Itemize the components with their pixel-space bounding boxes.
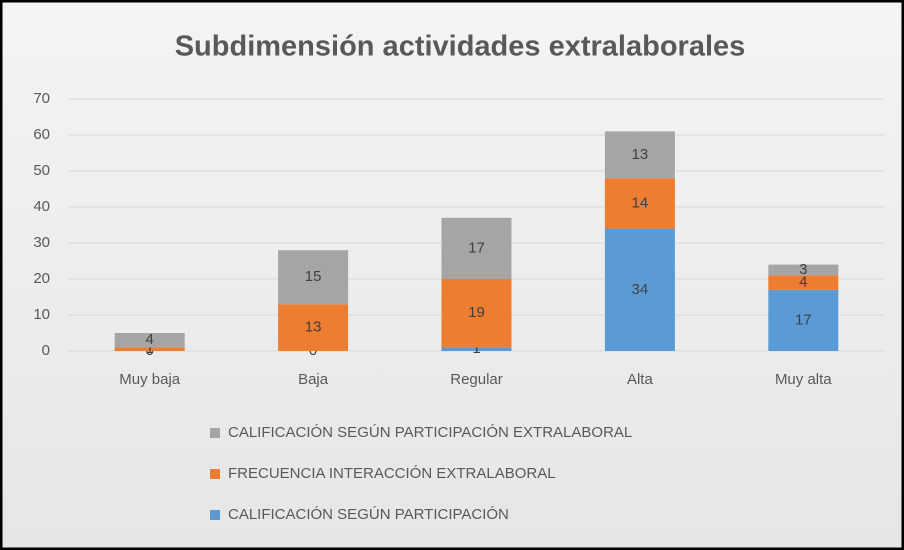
bar-segment [114,347,185,351]
y-tick-label: 0 [42,342,50,359]
legend-swatch [210,428,220,438]
y-tick-label: 40 [33,198,50,215]
bar-segment [441,347,512,351]
x-tick-label: Muy baja [119,371,181,388]
data-label: 3 [799,261,807,278]
bar-segment [114,333,185,348]
y-tick-label: 60 [33,126,50,143]
legend-label: CALIFICACIÓN SEGÚN PARTICIPACIÓN [228,506,509,523]
bar-segment [604,228,675,351]
x-tick-label: Muy alta [775,371,832,388]
y-tick-label: 20 [33,270,50,287]
x-tick-label: Regular [450,371,503,388]
legend-swatch [210,469,220,479]
y-tick-label: 30 [33,234,50,251]
data-label: 34 [632,281,649,298]
data-label: 13 [305,319,322,336]
x-tick-label: Baja [298,371,329,388]
bar-segment [604,131,675,179]
x-tick-label: Alta [627,371,654,388]
chart-title: Subdimensión actividades extralaborales [175,31,746,63]
data-label: 1 [146,340,154,357]
legend-label: CALIFICACIÓN SEGÚN PARTICIPACIÓN EXTRALA… [228,424,632,441]
data-label: 17 [795,311,812,328]
bar-segment [278,250,349,305]
y-tick-label: 70 [33,90,50,107]
bar-segment [278,304,349,351]
legend-label: FRECUENCIA INTERACCIÓN EXTRALABORAL [228,465,556,482]
data-label: 14 [632,194,649,211]
data-label: 19 [468,304,485,321]
data-label: 13 [632,146,649,163]
bar-segment [441,217,512,279]
bar-segment [768,264,839,276]
data-label: 1 [472,340,480,357]
y-tick-label: 10 [33,306,50,323]
data-label: 15 [305,268,322,285]
bar-segment [441,279,512,348]
bar-segment [768,275,839,290]
data-label: 4 [799,274,807,291]
data-label: 17 [468,239,485,256]
bar-segment [604,178,675,229]
data-label: 4 [146,331,154,348]
bar-segment [768,289,839,351]
legend-swatch [210,510,220,520]
y-tick-label: 50 [33,162,50,179]
